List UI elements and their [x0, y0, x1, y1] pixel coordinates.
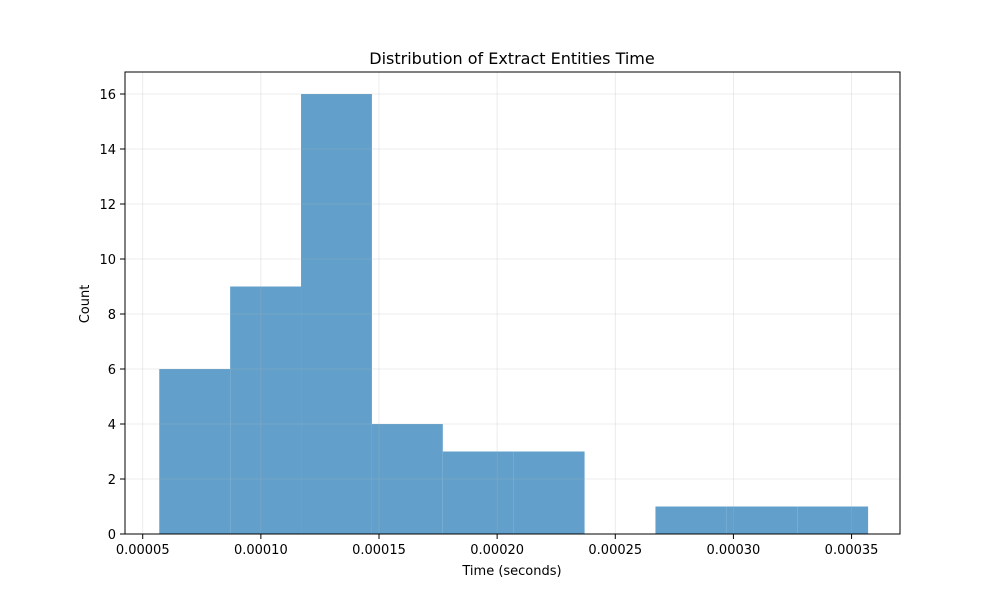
- histogram-bar: [301, 94, 372, 534]
- x-tick-label: 0.00025: [588, 543, 642, 558]
- y-tick-label: 6: [108, 363, 116, 378]
- y-tick-label: 8: [108, 308, 116, 323]
- x-axis-label: Time (seconds): [461, 564, 561, 579]
- y-tick-label: 14: [99, 143, 116, 158]
- chart-title: Distribution of Extract Entities Time: [369, 49, 654, 68]
- y-tick-label: 2: [108, 473, 116, 488]
- histogram-bars: [159, 94, 869, 534]
- x-tick-label: 0.00035: [825, 543, 879, 558]
- y-axis-label: Count: [78, 285, 93, 324]
- axes: [124, 71, 901, 535]
- y-tick-label: 0: [108, 528, 116, 543]
- x-tick-label: 0.00030: [707, 543, 761, 558]
- y-tick-label: 10: [99, 253, 116, 268]
- histogram-bar: [797, 506, 869, 534]
- histogram-bar: [159, 369, 231, 534]
- plot-frame: [124, 71, 901, 535]
- histogram-bar: [442, 451, 514, 534]
- x-tick-label: 0.00010: [234, 543, 288, 558]
- y-axis-ticks: 0 2 4 6 8 10 12 14 16: [99, 88, 125, 543]
- histogram-bar: [655, 506, 727, 534]
- histogram-bar: [230, 286, 302, 534]
- x-tick-label: 0.00015: [352, 543, 406, 558]
- histogram-bar: [513, 451, 585, 534]
- x-tick-label: 0.00005: [116, 543, 170, 558]
- x-tick-label: 0.00020: [470, 543, 524, 558]
- histogram-bar: [726, 506, 798, 534]
- y-tick-label: 16: [99, 88, 116, 103]
- grid-lines: [125, 72, 900, 535]
- y-tick-label: 4: [108, 418, 116, 433]
- y-tick-label: 12: [99, 198, 116, 213]
- histogram-bar: [371, 424, 443, 534]
- x-axis-ticks: 0.00005 0.00010 0.00015 0.00020 0.00025 0.000…: [116, 534, 879, 558]
